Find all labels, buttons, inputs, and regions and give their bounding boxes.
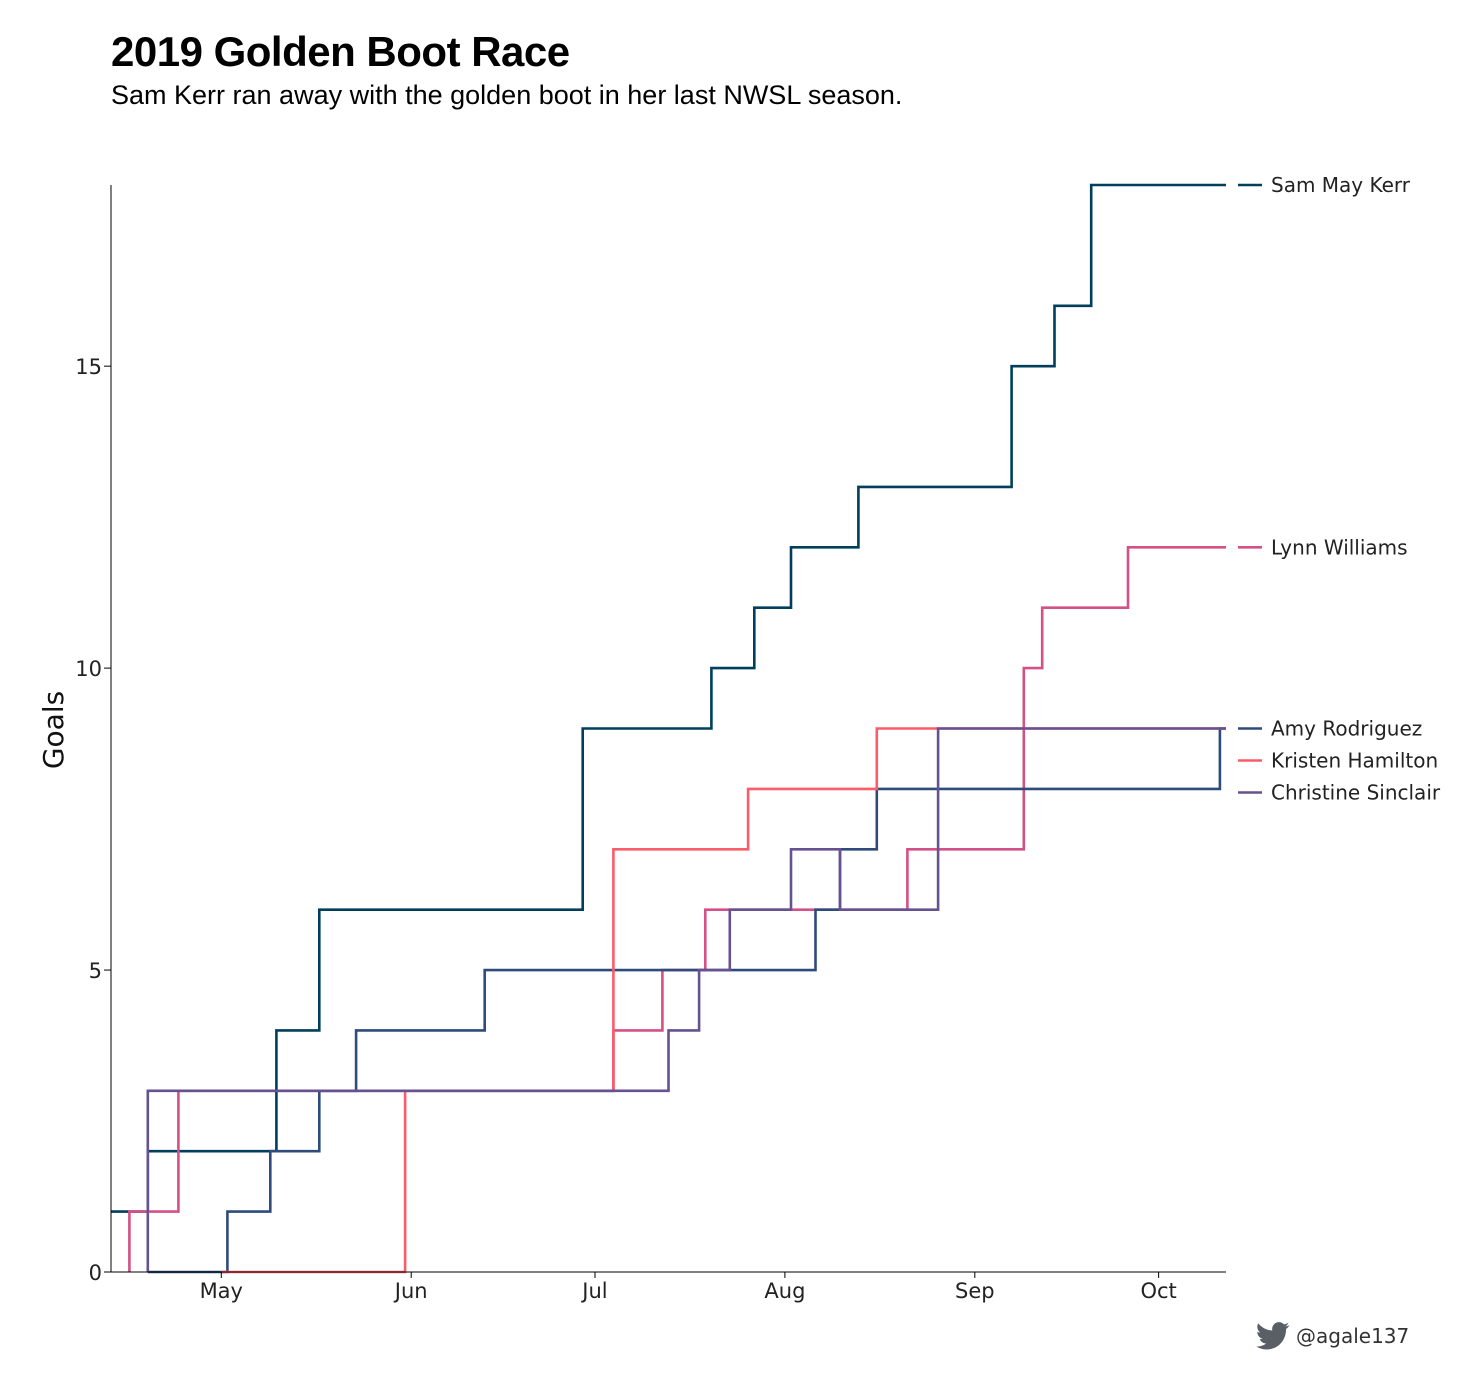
y-tick-label: 5 bbox=[89, 959, 102, 983]
legend: Sam May Kerr Lynn Williams Amy Rodriguez Kr… bbox=[1238, 173, 1441, 805]
series-line-sam-may-kerr bbox=[111, 183, 1226, 1213]
legend-label: Lynn Williams bbox=[1271, 535, 1408, 559]
y-tick-label: 15 bbox=[75, 355, 102, 379]
legend-label: Kristen Hamilton bbox=[1271, 749, 1438, 773]
x-tick-label: May bbox=[200, 1279, 243, 1303]
x-ticks: May Jun Jul Aug Sep Oct bbox=[200, 1272, 1177, 1303]
twitter-bird-icon bbox=[1256, 1322, 1290, 1350]
legend-label: Sam May Kerr bbox=[1271, 173, 1411, 197]
x-tick-label: Jun bbox=[393, 1279, 428, 1303]
credit: @agale137 bbox=[1256, 1322, 1409, 1350]
series-line-kristen-hamilton bbox=[221, 727, 1226, 1274]
series-line-lynn-williams bbox=[128, 546, 1226, 1272]
chart-subtitle: Sam Kerr ran away with the golden boot i… bbox=[111, 80, 903, 110]
series-layer bbox=[111, 183, 1226, 1274]
legend-label: Amy Rodriguez bbox=[1271, 717, 1422, 741]
credit-handle: @agale137 bbox=[1296, 1324, 1410, 1348]
series-line-christine-sinclair bbox=[146, 727, 1226, 1272]
legend-label: Christine Sinclair bbox=[1271, 781, 1441, 805]
x-tick-label: Oct bbox=[1140, 1279, 1176, 1303]
y-tick-label: 10 bbox=[75, 657, 102, 681]
x-tick-label: Aug bbox=[764, 1279, 805, 1303]
y-tick-label: 0 bbox=[89, 1261, 102, 1285]
x-tick-label: Sep bbox=[955, 1279, 995, 1303]
y-axis-title: Goals bbox=[37, 691, 70, 769]
x-tick-label: Jul bbox=[580, 1279, 607, 1303]
chart-title: 2019 Golden Boot Race bbox=[111, 28, 570, 75]
y-ticks: 0 5 10 15 bbox=[75, 355, 111, 1285]
series-line-amy-rodriguez bbox=[147, 727, 1226, 1274]
